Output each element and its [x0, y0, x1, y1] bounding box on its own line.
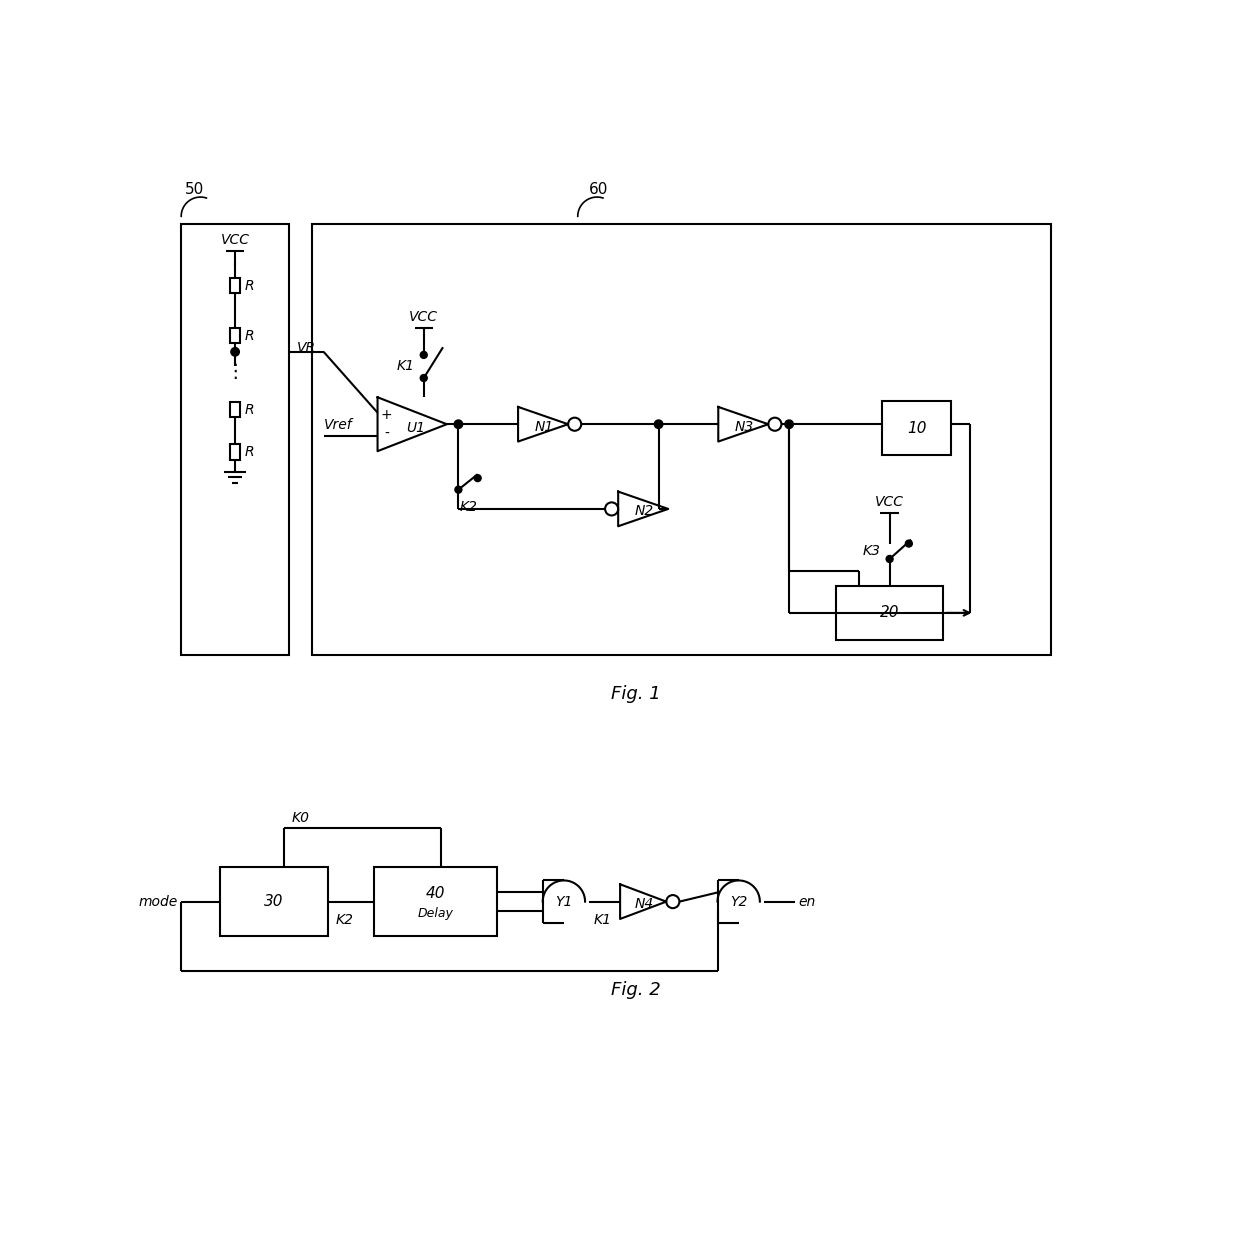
Text: Delay: Delay — [418, 906, 454, 920]
Text: VCC: VCC — [221, 233, 249, 248]
Bar — [181, 224, 289, 655]
Bar — [229, 328, 241, 343]
Text: VCC: VCC — [875, 495, 904, 509]
Text: N2: N2 — [635, 504, 653, 519]
Text: Y2: Y2 — [730, 895, 748, 909]
Text: +: + — [381, 409, 393, 422]
Circle shape — [769, 417, 781, 431]
Circle shape — [655, 420, 663, 428]
Text: R: R — [246, 328, 254, 343]
Text: 10: 10 — [906, 421, 926, 436]
Text: K0: K0 — [293, 811, 310, 825]
Circle shape — [420, 352, 428, 358]
Text: R: R — [246, 279, 254, 292]
Circle shape — [420, 375, 428, 381]
Circle shape — [454, 420, 463, 428]
Text: en: en — [799, 895, 816, 909]
Text: K1: K1 — [397, 359, 414, 374]
Circle shape — [887, 556, 893, 562]
Bar — [882, 401, 951, 456]
Text: K2: K2 — [460, 500, 477, 514]
Text: K2: K2 — [335, 914, 353, 927]
Text: R: R — [246, 402, 254, 417]
Text: 40: 40 — [425, 886, 445, 901]
Text: -: - — [384, 426, 389, 441]
Text: K3: K3 — [862, 545, 880, 558]
Text: N4: N4 — [635, 896, 653, 911]
Bar — [229, 444, 241, 459]
Circle shape — [905, 540, 913, 547]
Text: Fig. 2: Fig. 2 — [610, 982, 661, 999]
Bar — [836, 586, 944, 640]
Bar — [229, 402, 241, 417]
Text: VR: VR — [296, 340, 316, 355]
Text: VCC: VCC — [409, 311, 438, 324]
Circle shape — [231, 348, 239, 357]
Circle shape — [666, 895, 680, 909]
Text: N3: N3 — [734, 420, 754, 433]
Text: N1: N1 — [534, 420, 553, 433]
Bar — [219, 867, 327, 936]
Circle shape — [568, 417, 582, 431]
Text: Y1: Y1 — [556, 895, 573, 909]
Text: U1: U1 — [407, 421, 425, 435]
Circle shape — [455, 487, 461, 493]
Text: 50: 50 — [185, 182, 205, 197]
Circle shape — [474, 474, 481, 482]
Text: 30: 30 — [264, 894, 284, 909]
Text: mode: mode — [138, 895, 177, 909]
Circle shape — [785, 420, 794, 428]
Text: Fig. 1: Fig. 1 — [610, 685, 661, 703]
Text: 60: 60 — [589, 182, 609, 197]
Text: Vref: Vref — [324, 418, 352, 432]
Text: K1: K1 — [593, 914, 611, 927]
Bar — [229, 277, 241, 293]
Text: R: R — [246, 444, 254, 459]
Bar — [312, 224, 1052, 655]
Bar — [373, 867, 497, 936]
Circle shape — [605, 503, 619, 515]
Text: 20: 20 — [880, 605, 899, 620]
Text: ⋮: ⋮ — [226, 361, 244, 380]
